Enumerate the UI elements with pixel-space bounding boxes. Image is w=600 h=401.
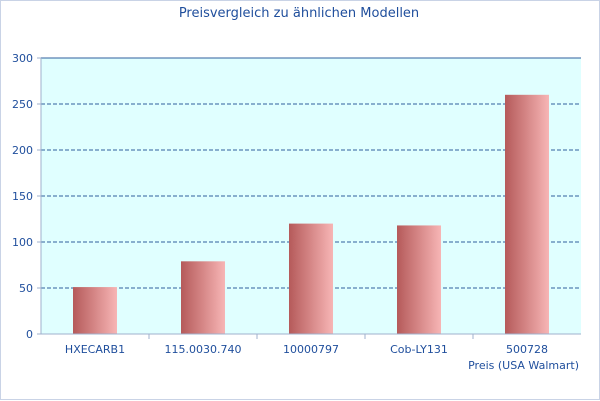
chart-title: Preisvergleich zu ähnlichen Modellen (179, 6, 419, 21)
y-axis-ticks: 0 50 100 150 200 250 300 (12, 52, 41, 341)
bar-cob-ly131 (397, 225, 441, 334)
bar-500728 (505, 94, 549, 334)
bar-10000797 (289, 223, 333, 334)
y-tick-label: 50 (19, 282, 33, 295)
x-tick-label: HXECARB1 (65, 343, 125, 356)
y-tick-label: 200 (12, 144, 33, 157)
bar-hxecarb1 (73, 287, 117, 334)
y-tick-label: 250 (12, 98, 33, 111)
y-tick-label: 100 (12, 236, 33, 249)
x-tick-label: 10000797 (283, 343, 339, 356)
x-tick-label: Cob-LY131 (390, 343, 448, 356)
bars (73, 94, 549, 334)
y-tick-label: 150 (12, 190, 33, 203)
y-tick-label: 300 (12, 52, 33, 65)
bar-115-0030-740 (181, 261, 225, 334)
x-axis-labels: HXECARB1 115.0030.740 10000797 Cob-LY131 500… (65, 334, 548, 356)
legend-series-name: Preis (USA Walmart) (468, 359, 579, 372)
x-tick-label: 115.0030.740 (165, 343, 242, 356)
y-tick-label: 0 (26, 328, 33, 341)
x-tick-label: 500728 (506, 343, 548, 356)
